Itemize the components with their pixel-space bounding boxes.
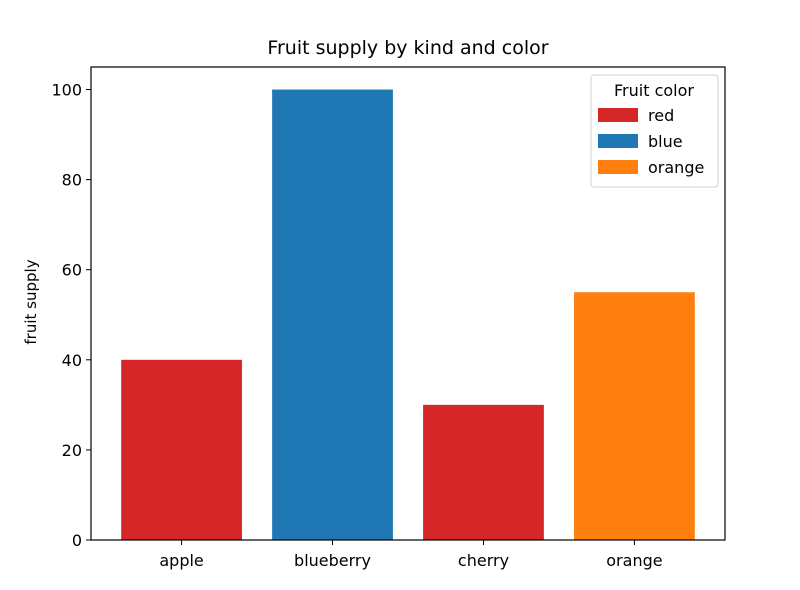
bar-blueberry bbox=[272, 89, 393, 541]
y-tick-label-100: 100 bbox=[51, 81, 82, 100]
x-tick-label-orange: orange bbox=[606, 551, 662, 570]
y-tick-label-60: 60 bbox=[62, 261, 82, 280]
legend-swatch-orange bbox=[598, 160, 638, 174]
axes-frame bbox=[90, 66, 726, 541]
bar-orange bbox=[574, 292, 695, 540]
chart-title: Fruit supply by kind and color bbox=[267, 37, 548, 59]
legend-swatch-red bbox=[598, 108, 638, 122]
legend-swatch-blue bbox=[598, 134, 638, 148]
legend-label-red: red bbox=[648, 106, 674, 125]
legend-label-orange: orange bbox=[648, 158, 704, 177]
x-tick-label-apple: apple bbox=[159, 551, 203, 570]
legend: Fruit color red blue orange bbox=[590, 74, 719, 188]
bar-cherry bbox=[423, 404, 544, 540]
y-tick-label-20: 20 bbox=[62, 441, 82, 460]
x-tick-label-blueberry: blueberry bbox=[294, 551, 371, 570]
legend-title: Fruit color bbox=[614, 81, 694, 100]
legend-label-blue: blue bbox=[648, 132, 683, 151]
bar-apple bbox=[121, 359, 242, 540]
x-tick-label-cherry: cherry bbox=[458, 551, 509, 570]
y-tick-label-80: 80 bbox=[62, 171, 82, 190]
y-tick-label-0: 0 bbox=[72, 531, 82, 550]
y-tick-label-40: 40 bbox=[62, 351, 82, 370]
legend-frame bbox=[590, 74, 719, 188]
plot-area: apple blueberry cherry orange 0 20 40 60 80 100 bbox=[51, 66, 726, 570]
y-axis-label: fruit supply bbox=[22, 259, 40, 344]
